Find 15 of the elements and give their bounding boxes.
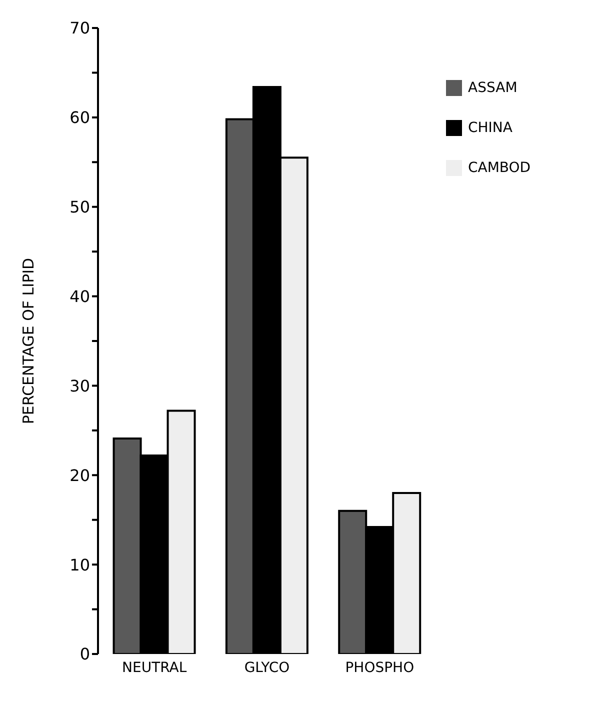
legend-label: CHINA — [468, 120, 512, 136]
y-tick-label: 40 — [70, 286, 90, 306]
legend-label: ASSAM — [468, 80, 518, 96]
y-tick-label: 60 — [70, 108, 90, 128]
y-tick-label: 30 — [70, 376, 90, 396]
y-axis-title: PERCENTAGE OF LIPID — [19, 258, 38, 424]
legend-label: CAMBOD — [468, 160, 531, 176]
y-tick-label: 50 — [70, 198, 90, 217]
x-tick-label: NEUTRAL — [122, 660, 187, 676]
y-tick-label: 20 — [70, 466, 90, 485]
y-tick-label: 0 — [80, 644, 90, 664]
x-tick-label: PHOSPHO — [345, 660, 414, 676]
x-tick-label: GLYCO — [244, 660, 290, 676]
y-tick-label: 10 — [70, 555, 90, 574]
y-tick-label: 70 — [70, 18, 90, 38]
